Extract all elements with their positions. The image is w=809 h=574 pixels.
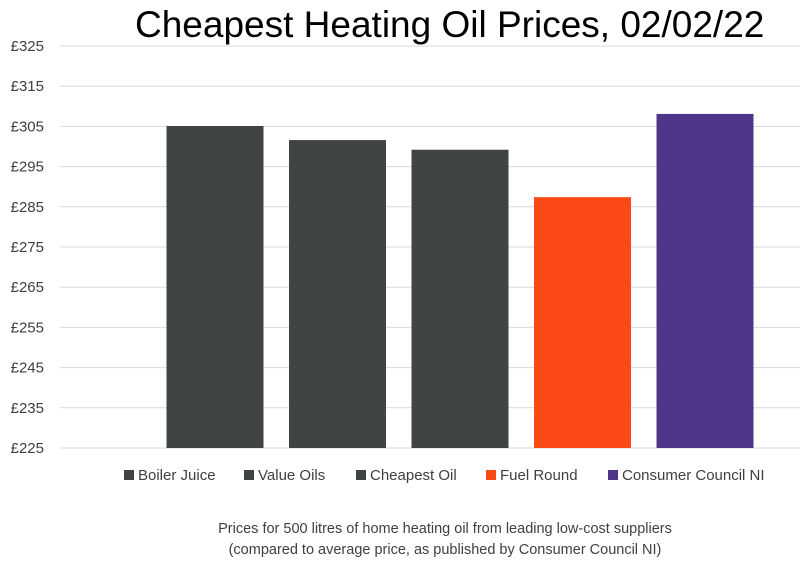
y-tick-label: £315 <box>11 78 44 95</box>
legend-label: Consumer Council NI <box>622 467 765 484</box>
y-tick-label: £245 <box>11 360 44 377</box>
y-tick-label: £235 <box>11 400 44 417</box>
y-tick-label: £225 <box>11 440 44 457</box>
y-tick-label: £295 <box>11 159 44 176</box>
y-tick-label: £275 <box>11 239 44 256</box>
bar-boiler-juice <box>166 125 264 449</box>
chart-caption: Prices for 500 litres of home heating oi… <box>0 519 809 561</box>
legend-swatch <box>486 470 496 480</box>
chart-title: Cheapest Heating Oil Prices, 02/02/22 <box>135 4 765 45</box>
bar-cheapest-oil <box>411 149 509 448</box>
y-tick-label: £265 <box>11 279 44 296</box>
y-tick-label: £285 <box>11 199 44 216</box>
legend-label: Value Oils <box>258 467 325 484</box>
legend: Boiler Juice Value Oils Cheapest Oil Fuel R… <box>124 467 765 484</box>
legend-label: Cheapest Oil <box>370 467 457 484</box>
bars <box>166 113 754 449</box>
legend-swatch <box>356 470 366 480</box>
legend-swatch <box>244 470 254 480</box>
caption-line-2: (compared to average price, as published… <box>228 542 662 558</box>
bar-value-oils <box>289 140 386 448</box>
legend-label: Fuel Round <box>500 467 578 484</box>
y-tick-label: £305 <box>11 118 44 135</box>
y-tick-label: £325 <box>11 38 44 55</box>
bar-fuel-round <box>534 197 631 448</box>
bar-consumer-council-ni <box>656 113 754 449</box>
legend-swatch <box>608 470 618 480</box>
y-tick-label: £255 <box>11 319 44 336</box>
legend-label: Boiler Juice <box>138 467 216 484</box>
y-axis-ticks: £225 £235 £245 £255 £265 £275 £285 £295 £305 £315… <box>11 38 44 457</box>
caption-line-1: Prices for 500 litres of home heating oi… <box>218 521 672 537</box>
legend-swatch <box>124 470 134 480</box>
